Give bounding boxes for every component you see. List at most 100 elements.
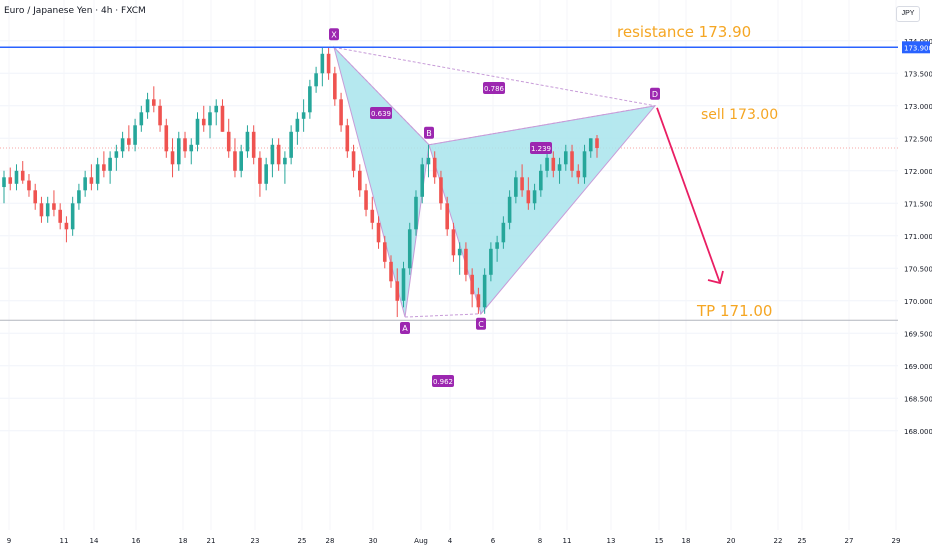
candle-body	[201, 118, 206, 126]
grid-lines	[0, 40, 898, 432]
candle-body	[233, 151, 237, 171]
candle-body	[464, 248, 468, 275]
currency-button[interactable]: JPY	[896, 6, 920, 22]
candle-body	[364, 190, 368, 210]
candle-body	[295, 118, 300, 132]
candle-body	[214, 105, 219, 113]
candle-body	[58, 209, 62, 223]
candle-body	[139, 112, 144, 126]
ratio-label: 1.239	[531, 145, 551, 153]
candle-body	[108, 157, 112, 171]
pattern-leg-xd	[333, 46, 656, 107]
pattern-label-x: X	[331, 30, 337, 39]
ratio-label: 0.962	[433, 378, 453, 386]
candle-body	[445, 203, 449, 230]
candle-body	[345, 125, 350, 152]
candle-body	[414, 196, 418, 230]
candle-body	[27, 180, 31, 191]
candle-body	[39, 203, 44, 217]
pattern-leg-bd	[428, 105, 656, 146]
ratio-badge	[483, 82, 505, 94]
pattern-label-c: C	[478, 320, 484, 329]
candle-body	[545, 157, 549, 171]
candle-body	[339, 99, 343, 126]
x-tick-label: 11	[60, 537, 69, 545]
candle-body	[526, 190, 531, 204]
candle-body	[407, 229, 412, 269]
candle-body	[270, 144, 275, 165]
harmonic-pattern	[333, 45, 657, 318]
x-tick-label: 27	[845, 537, 854, 545]
x-tick-label: 13	[607, 537, 616, 545]
candle-body	[114, 151, 119, 158]
candle-body	[395, 281, 400, 301]
candle-body	[532, 190, 537, 204]
candle-body	[432, 157, 437, 178]
candle-body	[389, 261, 393, 282]
candle-body	[251, 131, 256, 158]
y-tick-label: 169.000	[904, 363, 932, 371]
candle-body	[401, 268, 406, 301]
candle-body	[326, 53, 331, 74]
candle-body	[77, 190, 81, 204]
ratio-label: 0.786	[484, 85, 505, 93]
x-tick-label: 18	[179, 537, 188, 545]
pattern-marker-x	[329, 28, 339, 41]
y-tick-label: 170.000	[904, 298, 932, 306]
candle-body	[382, 242, 387, 262]
candle-body	[64, 222, 69, 230]
pattern-leg-xb	[333, 46, 430, 146]
candle-body	[2, 177, 6, 188]
y-tick-label: 172.500	[904, 135, 932, 143]
candle-body	[420, 164, 425, 197]
candle-body	[8, 177, 13, 184]
pattern-label-d: D	[652, 90, 658, 99]
x-tick-label: 18	[682, 537, 691, 545]
candle-body	[308, 86, 312, 113]
candlestick-series	[2, 47, 599, 318]
x-tick-label: 28	[326, 537, 335, 545]
trade-annotations: resistance 173.90 sell 173.00 TP 171.00	[617, 23, 778, 320]
candle-body	[495, 242, 499, 249]
pattern-marker-a	[400, 322, 410, 335]
x-tick-label: 20	[727, 537, 736, 545]
pattern-marker-c	[476, 317, 486, 330]
candle-body	[89, 177, 94, 184]
time-axis[interactable]: 9 11 14 16 18 21 23 25 28 30 Aug 4 6 8 11 13 15 18 20 22 25 2…	[7, 537, 901, 545]
candle-body	[576, 170, 581, 178]
candle-body	[588, 138, 593, 152]
pattern-marker-d	[650, 87, 660, 100]
annotation-tp: TP 171.00	[696, 302, 772, 320]
candle-body	[289, 131, 293, 158]
candle-body	[563, 151, 568, 165]
candle-body	[152, 99, 156, 106]
y-tick-label: 170.500	[904, 265, 932, 273]
arrow-shaft	[656, 107, 721, 284]
price-axis[interactable]: 174.000173.500173.000172.500172.000171.5…	[902, 38, 932, 436]
y-tick-label: 169.500	[904, 330, 932, 338]
fib-ratio-labels: 0.639 0.786 0.962 1.239	[370, 82, 552, 387]
candle-body	[333, 73, 337, 100]
pattern-triangle-xab	[333, 45, 430, 318]
x-tick-label: 6	[491, 537, 496, 545]
candle-body	[451, 229, 456, 256]
candle-body	[20, 170, 25, 181]
candle-body	[70, 203, 75, 230]
candle-body	[426, 157, 431, 165]
arrow-head	[707, 270, 724, 285]
candle-body	[239, 151, 243, 171]
x-tick-label: 16	[132, 537, 141, 545]
candle-body	[208, 112, 212, 126]
candle-body	[539, 170, 543, 191]
y-tick-label: 173.000	[904, 103, 932, 111]
candle-body	[258, 157, 262, 184]
pattern-point-markers: X A B C D	[329, 28, 660, 335]
candle-body	[276, 144, 281, 165]
candle-body	[283, 157, 287, 165]
y-tick-label: 168.000	[904, 428, 932, 436]
x-tick-label: 25	[798, 537, 807, 545]
candle-body	[189, 144, 194, 152]
x-tick-label: 9	[7, 537, 11, 545]
candle-body	[507, 196, 512, 223]
